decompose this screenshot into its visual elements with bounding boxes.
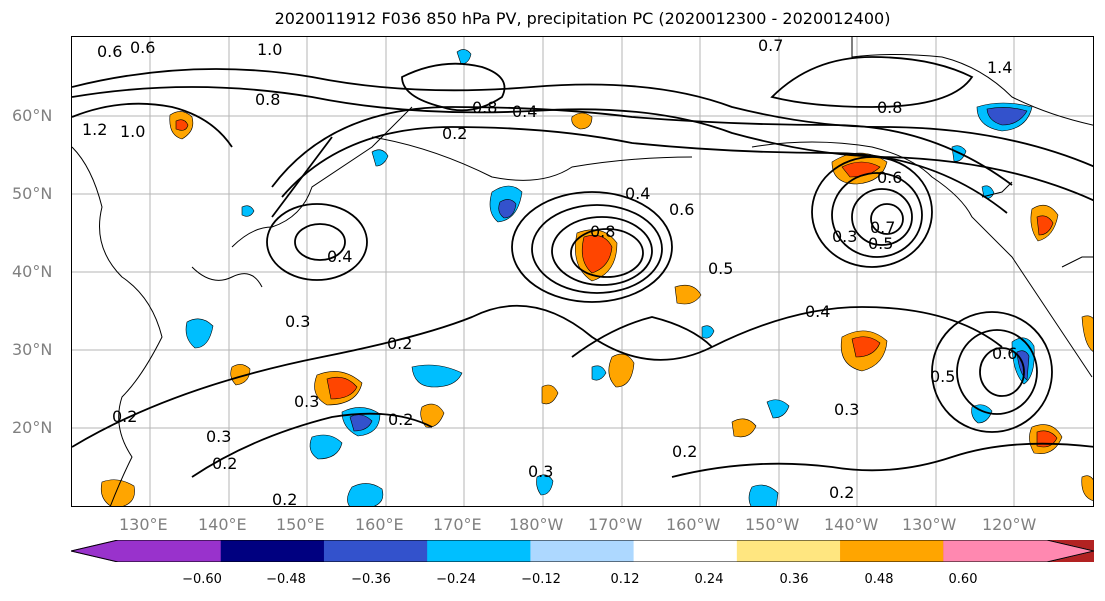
contour-label: 0.8 [472, 98, 497, 117]
contour-label: 0.4 [625, 184, 650, 203]
colorbar-cell [324, 540, 427, 562]
colorbar-tick-label: 0.48 [865, 572, 894, 587]
colorbar-tick-label: −0.60 [182, 572, 222, 587]
contour-label: 0.8 [877, 98, 902, 117]
contour-label: 0.3 [528, 462, 553, 481]
colorbar-cell [634, 540, 737, 562]
map-title: 2020011912 F036 850 hPa PV, precipitatio… [0, 9, 1105, 28]
contour-label: 0.3 [206, 427, 231, 446]
contour-label: 0.3 [285, 312, 310, 331]
map-canvas: 0.6 0.6 1.0 0.8 1.2 1.0 0.2 0.8 0.4 0.7 … [72, 37, 1094, 507]
lon-label: 160°W [666, 515, 720, 534]
precipitation-shading [101, 49, 1094, 507]
lat-label-40n: 40°N [12, 262, 52, 281]
contour-label: 0.7 [758, 37, 783, 55]
lat-label-30n: 30°N [12, 340, 52, 359]
contour-label: 0.2 [212, 454, 237, 473]
lon-label: 170°W [588, 515, 642, 534]
colorbar-cell [841, 540, 944, 562]
colorbar-cell [221, 540, 324, 562]
contour-label: 0.5 [708, 259, 733, 278]
colorbar-cell [71, 540, 221, 562]
colorbar-tick-label: −0.12 [521, 572, 561, 587]
contour-label: 1.2 [82, 120, 107, 139]
contour-label: 0.6 [130, 38, 155, 57]
lon-label: 140°W [824, 515, 878, 534]
lon-label: 160°E [355, 515, 404, 534]
lon-label: 170°E [433, 515, 482, 534]
colorbar-tick-label: −0.48 [266, 572, 306, 587]
contour-label: 0.8 [255, 90, 280, 109]
contour-label: 0.6 [877, 168, 902, 187]
contour-label: 0.3 [832, 227, 857, 246]
contour-label: 0.2 [442, 124, 467, 143]
contour-label: 0.6 [97, 42, 122, 61]
map-panel: 0.6 0.6 1.0 0.8 1.2 1.0 0.2 0.8 0.4 0.7 … [71, 36, 1094, 507]
contour-label: 0.5 [930, 367, 955, 386]
lon-label: 150°E [276, 515, 325, 534]
contour-label: 1.0 [120, 122, 145, 141]
contour-label: 0.4 [805, 302, 830, 321]
contour-label: 0.3 [294, 392, 319, 411]
contour-label: 0.2 [112, 407, 137, 426]
contour-label: 0.2 [829, 483, 854, 502]
lat-label-20n: 20°N [12, 418, 52, 437]
contour-label: 0.4 [512, 102, 537, 121]
contour-label: 0.2 [672, 442, 697, 461]
lat-label-50n: 50°N [12, 184, 52, 203]
contour-label: 0.5 [868, 234, 893, 253]
contour-label: 0.2 [272, 490, 297, 507]
contour-label: 0.8 [590, 222, 615, 241]
contour-label: 0.4 [327, 247, 352, 266]
lat-label-60n: 60°N [12, 106, 52, 125]
colorbar-tick-label: 0.36 [780, 572, 809, 587]
contour-label: 0.2 [388, 410, 413, 429]
colorbar-tick-label: 0.60 [949, 572, 978, 587]
lon-label: 140°E [198, 515, 247, 534]
colorbar-cell [737, 540, 840, 562]
lon-label: 130°E [119, 515, 168, 534]
contour-label: 0.3 [834, 400, 859, 419]
colorbar-tick-label: −0.24 [436, 572, 476, 587]
lon-label: 120°W [982, 515, 1036, 534]
contour-label: 0.6 [992, 344, 1017, 363]
colorbar-cells [71, 540, 1094, 562]
contour-label: 1.0 [257, 40, 282, 59]
lon-label: 150°W [745, 515, 799, 534]
colorbar-cell [428, 540, 531, 562]
colorbar-tick-label: 0.24 [695, 572, 724, 587]
colorbar [71, 540, 1094, 562]
lon-label: 180°W [509, 515, 563, 534]
contour-label: 1.4 [987, 58, 1012, 77]
colorbar-cell [531, 540, 634, 562]
colorbar-tick-label: −0.36 [351, 572, 391, 587]
lon-label: 130°W [902, 515, 956, 534]
contour-label: 0.2 [387, 334, 412, 353]
contour-label: 0.6 [669, 200, 694, 219]
colorbar-tick-label: 0.12 [611, 572, 640, 587]
